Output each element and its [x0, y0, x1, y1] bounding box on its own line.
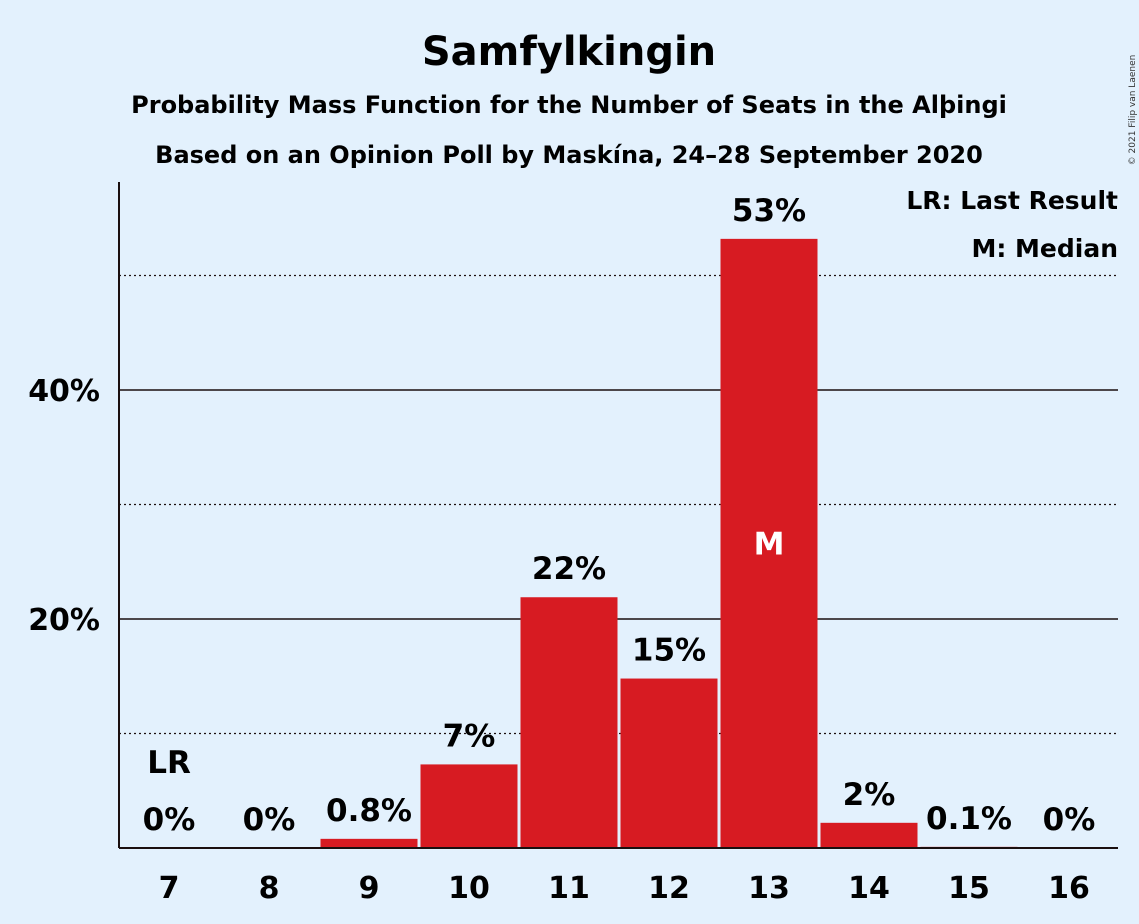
markers: LR M: [147, 526, 784, 781]
data-label-11: 22%: [532, 551, 606, 587]
x-tick-label-8: 8: [259, 871, 280, 906]
legend: LR: Last Result M: Median: [906, 186, 1118, 263]
data-label-14: 2%: [843, 777, 896, 813]
bar-9: [320, 838, 418, 848]
data-labels: 0% 0% 0.8% 7% 22% 15% 53% 2% 0.1% 0%: [143, 193, 1096, 838]
bars: [320, 238, 1018, 849]
y-tick-label: 20%: [28, 603, 100, 638]
chart-subtitle-line-1: Probability Mass Function for the Number…: [131, 91, 1007, 119]
bar-12: [620, 678, 718, 848]
x-tick-label-15: 15: [948, 871, 990, 906]
bar-10: [420, 764, 518, 848]
x-tick-label-14: 14: [848, 871, 890, 906]
data-label-13: 53%: [732, 193, 806, 229]
data-label-8: 0%: [243, 802, 296, 838]
x-tick-label-7: 7: [159, 871, 180, 906]
x-tick-label-13: 13: [748, 871, 790, 906]
data-label-15: 0.1%: [926, 801, 1012, 837]
data-label-10: 7%: [443, 718, 496, 754]
x-tick-label-11: 11: [548, 871, 590, 906]
copyright-notice: © 2021 Filip van Laenen: [1128, 55, 1138, 166]
x-tick-label-10: 10: [448, 871, 490, 906]
x-tick-label-9: 9: [359, 871, 380, 906]
data-label-16: 0%: [1043, 802, 1096, 838]
median-marker: M: [754, 526, 785, 562]
gridlines: [119, 274, 1118, 735]
y-tick-label: 40%: [28, 374, 100, 409]
last-result-marker: LR: [147, 745, 191, 781]
legend-median: M: Median: [971, 234, 1118, 263]
x-tick-label-16: 16: [1048, 871, 1090, 906]
bar-13: [720, 238, 818, 849]
bar-14: [820, 822, 918, 848]
chart-title: Samfylkingin: [422, 29, 716, 75]
chart-subtitle-line-2: Based on an Opinion Poll by Maskína, 24–…: [155, 141, 983, 169]
bar-11: [520, 597, 618, 848]
y-axis-tick-labels: 20% 40%: [28, 374, 100, 638]
x-tick-label-12: 12: [648, 871, 690, 906]
legend-last-result: LR: Last Result: [906, 186, 1118, 215]
x-axis-tick-labels: 7 8 9 10 11 12 13 14 15 16: [159, 871, 1090, 906]
data-label-12: 15%: [632, 633, 706, 669]
data-label-7: 0%: [143, 802, 196, 838]
data-label-9: 0.8%: [326, 793, 412, 829]
